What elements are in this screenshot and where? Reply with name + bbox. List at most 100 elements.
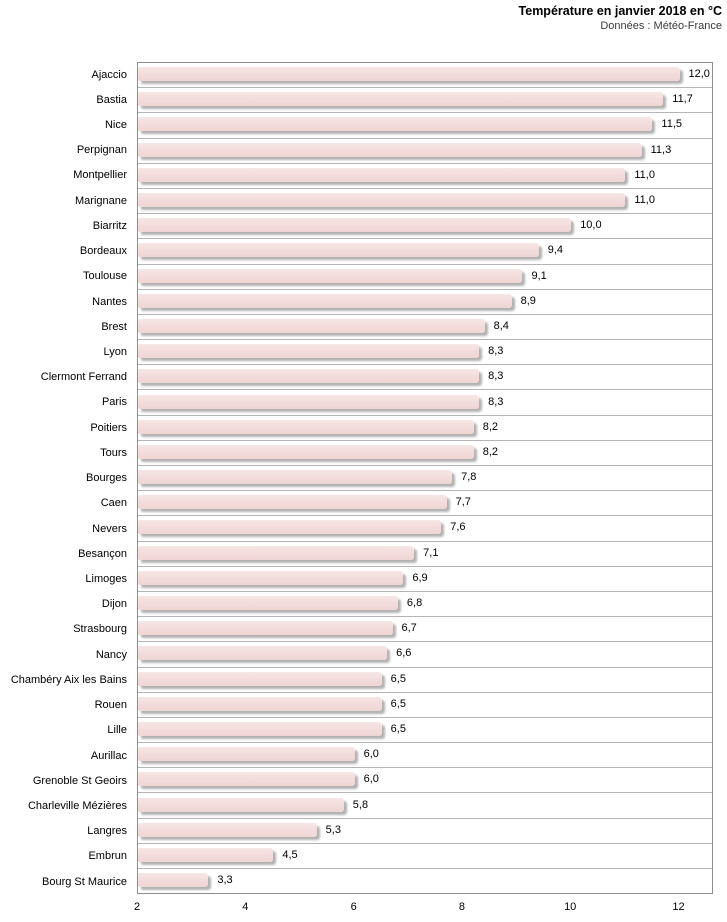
- temperature-bar: [138, 444, 474, 459]
- chart-row: 11,0: [138, 189, 712, 215]
- bar-value-label: 5,8: [352, 798, 369, 811]
- temperature-bar: [138, 394, 480, 409]
- x-axis-tick-label: 10: [564, 901, 577, 913]
- temperature-bar: [138, 847, 274, 862]
- chart-row: 3,3: [138, 869, 712, 893]
- temperature-bar: [138, 117, 653, 132]
- y-axis-label: Nevers: [92, 522, 127, 535]
- y-axis-label: Tours: [100, 446, 127, 459]
- temperature-bar: [138, 696, 382, 711]
- chart-row: 6,7: [138, 617, 712, 643]
- y-axis-label: Bourges: [86, 472, 127, 485]
- bar-value-label: 6,9: [412, 571, 428, 584]
- chart-row: 6,5: [138, 668, 712, 693]
- plot-area: 12,0 11,7 11,5 11,3 11,0 11,0 10,0 9,4 9,1 8,9 8,4…: [137, 62, 713, 894]
- y-axis-label: Montpellier: [73, 169, 127, 182]
- y-axis-label: Toulouse: [82, 270, 127, 283]
- y-axis-label: Brest: [101, 320, 127, 333]
- chart-row: 6,8: [138, 592, 712, 618]
- chart-row: 6,9: [138, 567, 712, 592]
- bar-value-label: 8,2: [482, 445, 499, 458]
- y-axis-label: Clermont Ferrand: [40, 371, 127, 384]
- y-axis-label: Ajaccio: [91, 68, 127, 81]
- x-axis-tick-label: 4: [242, 901, 249, 913]
- y-axis-label: Bordeaux: [79, 245, 127, 258]
- bar-value-label: 9,4: [547, 244, 563, 257]
- bar-value-label: 6,7: [401, 622, 417, 635]
- y-axis-label: Chambéry Aix les Bains: [10, 673, 127, 686]
- bar-value-label: 8,2: [482, 420, 499, 433]
- y-axis-label: Poitiers: [90, 421, 127, 434]
- temperature-bar: [138, 873, 209, 888]
- chart-row: 6,6: [138, 642, 712, 668]
- bar-value-label: 11,0: [634, 194, 655, 207]
- bar-value-label: 7,1: [423, 546, 439, 559]
- y-axis-labels: Ajaccio Bastia Nice Perpignan Montpellier Mar…: [0, 62, 132, 894]
- bar-value-label: 4,5: [282, 848, 298, 861]
- bar-value-label: 8,3: [488, 395, 504, 408]
- chart-row: 7,7: [138, 491, 712, 517]
- temperature-bar: [138, 721, 382, 736]
- chart-row: 8,9: [138, 290, 712, 315]
- x-axis-tick-label: 2: [133, 901, 141, 913]
- chart-row: 8,3: [138, 390, 712, 416]
- y-axis-label: Marignane: [75, 194, 127, 207]
- temperature-bar: [138, 545, 415, 560]
- chart-row: 5,8: [138, 793, 712, 819]
- bar-value-label: 10,0: [580, 219, 602, 232]
- temperature-bar: [138, 369, 480, 384]
- y-axis-label: Langres: [87, 825, 127, 838]
- bar-value-label: 5,3: [325, 823, 341, 836]
- y-axis-label: Perpignan: [76, 144, 127, 157]
- chart-row: 7,1: [138, 542, 712, 567]
- y-axis-label: Bourg St Maurice: [42, 875, 127, 888]
- chart-row: 8,2: [138, 416, 712, 441]
- y-axis-label: Biarritz: [92, 219, 127, 232]
- y-axis-label: Limoges: [85, 572, 127, 585]
- y-axis-label: Lille: [107, 724, 127, 737]
- y-axis-label: Bastia: [96, 93, 127, 106]
- temperature-bar: [138, 92, 664, 107]
- bar-value-label: 7,6: [450, 521, 466, 534]
- bar-value-label: 8,4: [493, 319, 509, 332]
- x-axis-tick-label: 6: [350, 901, 357, 913]
- chart-row: 7,8: [138, 466, 712, 492]
- temperature-bar: [138, 268, 523, 283]
- chart-header: Température en janvier 2018 en °C Donnée…: [519, 4, 722, 32]
- temperature-bar: [138, 596, 398, 611]
- bar-value-label: 11,0: [634, 168, 655, 181]
- temperature-bar: [138, 520, 442, 535]
- temperature-bar: [138, 495, 447, 510]
- y-axis-label: Aurillac: [90, 749, 127, 762]
- bar-value-label: 6,5: [390, 722, 406, 735]
- bar-value-label: 9,1: [531, 269, 547, 282]
- temperature-bar: [138, 293, 512, 308]
- y-axis-label: Paris: [101, 396, 127, 409]
- bar-value-label: 3,3: [217, 874, 233, 887]
- temperature-bar: [138, 772, 355, 787]
- chart-subtitle: Données : Météo-France: [600, 20, 722, 32]
- bar-value-label: 7,8: [461, 471, 477, 484]
- chart-row: 4,5: [138, 844, 712, 869]
- temperature-bar: [138, 822, 317, 837]
- chart-row: 11,3: [138, 139, 712, 164]
- chart-row: 10,0: [138, 214, 712, 240]
- chart-row: 8,3: [138, 365, 712, 391]
- chart-row: 6,5: [138, 693, 712, 718]
- bar-value-label: 6,0: [363, 773, 379, 786]
- temperature-bar: [138, 344, 480, 359]
- chart-row: 6,0: [138, 768, 712, 794]
- bar-value-label: 6,6: [396, 647, 412, 660]
- bar-value-label: 7,7: [455, 496, 471, 509]
- x-axis-tick-label: 12: [672, 901, 685, 913]
- y-axis-label: Nancy: [95, 648, 127, 661]
- bar-value-label: 8,3: [488, 370, 504, 383]
- x-axis: 2 4 6 8 10 12: [133, 901, 711, 917]
- temperature-bar: [138, 470, 453, 485]
- chart-row: 11,7: [138, 88, 712, 114]
- temperature-bar: [138, 243, 539, 258]
- chart-row: 9,1: [138, 265, 712, 290]
- temperature-bar: [138, 570, 404, 585]
- chart-row: 12,0: [138, 63, 712, 89]
